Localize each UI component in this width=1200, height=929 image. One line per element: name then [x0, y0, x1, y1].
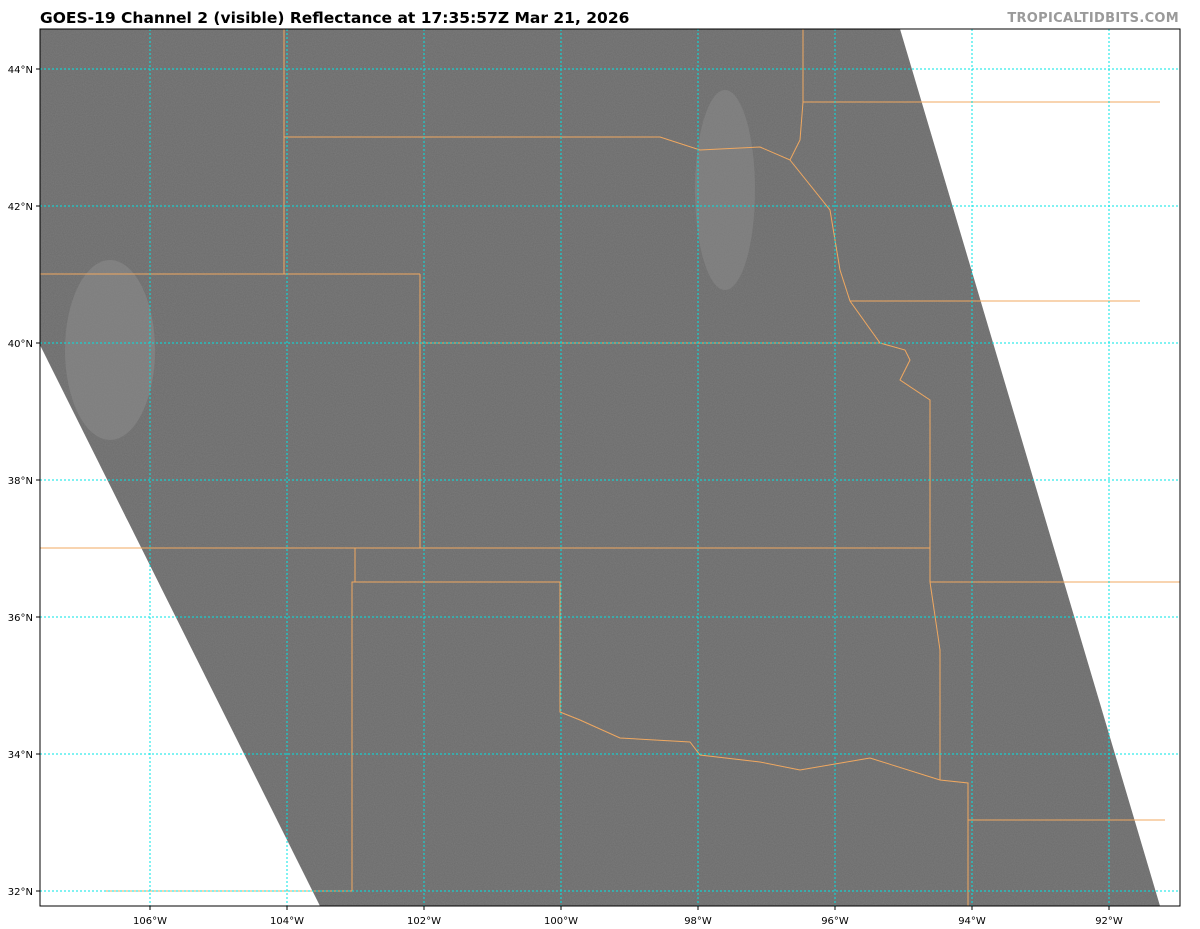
lon-label: 96°W [821, 916, 849, 927]
lon-label: 92°W [1095, 916, 1123, 927]
axis-ticks: 44°N 42°N 40°N 38°N 36°N 34°N 32°N 106°W 104°W 10… [8, 65, 1123, 927]
lon-label: 104°W [270, 916, 304, 927]
lat-label: 44°N [8, 65, 33, 76]
imagery-texture [40, 29, 1160, 906]
snow-cover-nebraska [695, 90, 755, 290]
lon-label: 106°W [133, 916, 167, 927]
plot-frame [39, 28, 1181, 907]
lat-label: 36°N [8, 613, 33, 624]
watermark: TROPICALTIDBITS.COM [1007, 11, 1179, 26]
lon-label: 98°W [684, 916, 712, 927]
lat-label: 34°N [8, 750, 33, 761]
lat-label: 40°N [8, 339, 33, 350]
lon-label: 100°W [544, 916, 578, 927]
lat-lon-grid [40, 29, 1180, 906]
snow-cover-rockies [65, 260, 155, 440]
lat-label: 38°N [8, 476, 33, 487]
lat-label: 42°N [8, 202, 33, 213]
lon-label: 102°W [407, 916, 441, 927]
map-title: GOES-19 Channel 2 (visible) Reflectance … [40, 9, 630, 27]
lat-label: 32°N [8, 887, 33, 898]
state-border [284, 29, 804, 161]
state-border [929, 581, 941, 780]
state-border [789, 159, 881, 344]
lon-label: 94°W [958, 916, 986, 927]
